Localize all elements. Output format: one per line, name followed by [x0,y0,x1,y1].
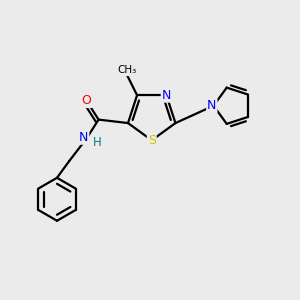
Text: N: N [162,89,171,102]
Text: S: S [148,134,156,147]
Text: N: N [79,131,88,144]
Text: H: H [92,136,101,148]
Text: N: N [207,99,217,112]
Text: CH₃: CH₃ [117,65,136,75]
Text: O: O [82,94,92,107]
